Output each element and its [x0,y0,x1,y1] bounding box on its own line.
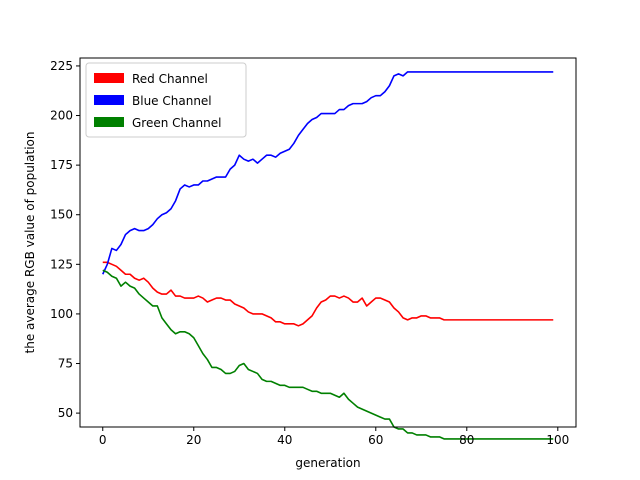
x-tick-label: 100 [546,433,569,447]
y-tick-label: 225 [50,59,73,73]
legend: Red Channel Blue Channel Green Channel [85,62,247,138]
legend-label: Blue Channel [132,94,212,108]
y-tick-label: 100 [50,307,73,321]
x-tick-label: 60 [368,433,383,447]
y-tick-label: 125 [50,257,73,271]
legend-box [85,62,247,138]
x-axis-ticks: 0 20 40 60 80 100 [99,427,569,447]
y-tick-label: 150 [50,208,73,222]
y-tick-label: 75 [58,357,73,371]
x-tick-label: 0 [99,433,107,447]
legend-label: Green Channel [132,116,221,130]
y-axis-ticks: 50 75 100 125 150 175 200 225 [50,59,80,420]
y-tick-label: 200 [50,109,73,123]
plot-frame [79,57,577,428]
series-line-0 [102,261,554,327]
series-line-2 [102,269,554,440]
plot-lines [102,71,554,440]
y-axis-label: the average RGB value of population [23,132,37,354]
legend-swatch [94,95,124,105]
x-tick-label: 20 [186,433,201,447]
x-tick-label: 40 [277,433,292,447]
x-axis-label: generation [295,456,360,470]
series-line-1 [102,71,554,275]
legend-swatch [94,73,124,83]
x-tick-label: 80 [459,433,474,447]
legend-label: Red Channel [132,72,208,86]
legend-swatch [94,117,124,127]
y-tick-label: 50 [58,406,73,420]
y-tick-label: 175 [50,158,73,172]
